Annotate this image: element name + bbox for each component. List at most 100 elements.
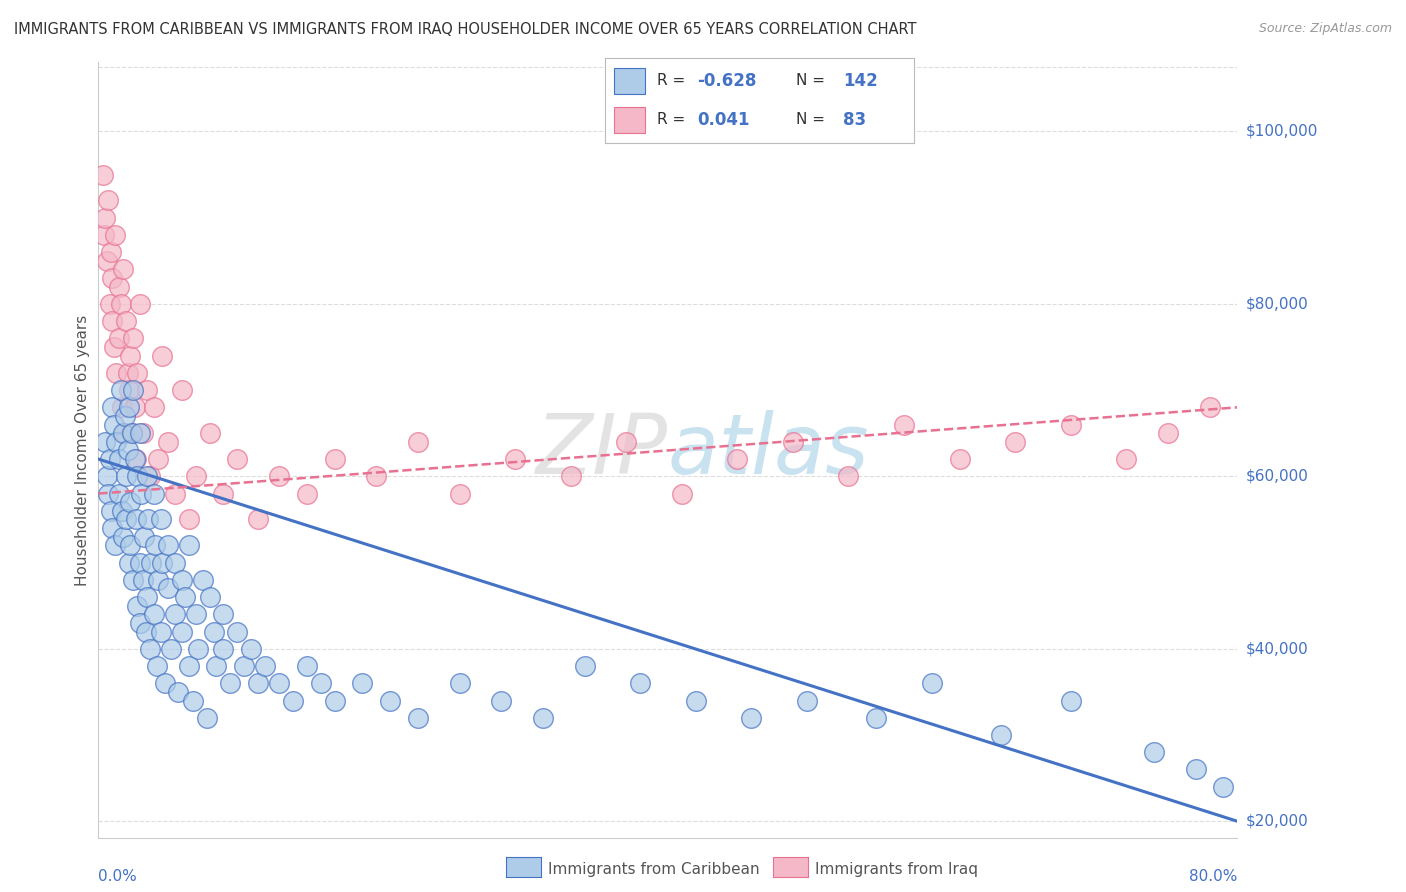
Point bbox=[121, 426, 143, 441]
Point bbox=[921, 676, 943, 690]
Text: 0.041: 0.041 bbox=[697, 111, 749, 128]
Point bbox=[163, 556, 186, 570]
Text: 83: 83 bbox=[842, 111, 866, 128]
Point bbox=[740, 711, 762, 725]
Text: ZIP: ZIP bbox=[536, 410, 668, 491]
Text: $80,000: $80,000 bbox=[1246, 296, 1309, 311]
Point bbox=[1143, 745, 1166, 759]
Text: Immigrants from Caribbean: Immigrants from Caribbean bbox=[548, 863, 761, 877]
Point bbox=[267, 469, 290, 483]
Point bbox=[226, 624, 249, 639]
Point bbox=[146, 452, 169, 467]
Point bbox=[195, 711, 218, 725]
Text: $20,000: $20,000 bbox=[1246, 814, 1309, 829]
Point bbox=[406, 434, 429, 449]
Point bbox=[198, 426, 221, 441]
Point bbox=[101, 314, 124, 328]
Point bbox=[122, 383, 145, 397]
Point bbox=[378, 693, 401, 707]
Point bbox=[145, 538, 167, 552]
Point bbox=[1198, 401, 1220, 415]
Point bbox=[125, 452, 148, 467]
Point bbox=[96, 253, 118, 268]
Point bbox=[115, 314, 138, 328]
Point bbox=[212, 641, 235, 656]
Point bbox=[110, 383, 132, 397]
Point bbox=[118, 401, 141, 415]
Point bbox=[295, 659, 318, 673]
Point bbox=[127, 469, 149, 483]
Point bbox=[212, 486, 235, 500]
Point bbox=[150, 349, 173, 363]
Point bbox=[893, 417, 915, 432]
Point bbox=[240, 641, 263, 656]
Point bbox=[118, 383, 141, 397]
Point bbox=[136, 469, 159, 483]
Point bbox=[121, 426, 143, 441]
Point bbox=[685, 693, 707, 707]
Point bbox=[323, 693, 346, 707]
Point bbox=[219, 676, 242, 690]
Point bbox=[489, 693, 512, 707]
Point bbox=[406, 711, 429, 725]
Point bbox=[198, 590, 221, 604]
Point bbox=[295, 486, 318, 500]
Point bbox=[129, 556, 152, 570]
Text: R =: R = bbox=[657, 73, 690, 88]
Point bbox=[112, 262, 135, 277]
FancyBboxPatch shape bbox=[614, 68, 645, 94]
Point bbox=[990, 728, 1012, 742]
Text: Immigrants from Iraq: Immigrants from Iraq bbox=[815, 863, 979, 877]
Point bbox=[159, 641, 181, 656]
Point bbox=[143, 607, 166, 622]
Point bbox=[149, 624, 172, 639]
Point bbox=[131, 486, 153, 500]
Point bbox=[101, 521, 124, 535]
Point bbox=[150, 556, 173, 570]
Point bbox=[1184, 763, 1206, 777]
Point bbox=[177, 659, 200, 673]
Point bbox=[156, 434, 179, 449]
Text: R =: R = bbox=[657, 112, 690, 128]
Text: atlas: atlas bbox=[668, 410, 869, 491]
Text: $40,000: $40,000 bbox=[1246, 641, 1309, 657]
Point bbox=[104, 227, 127, 242]
Point bbox=[226, 452, 249, 467]
Point bbox=[184, 607, 207, 622]
Point bbox=[97, 486, 120, 500]
Point bbox=[187, 641, 209, 656]
Point bbox=[129, 426, 152, 441]
Point bbox=[138, 512, 160, 526]
Point bbox=[948, 452, 970, 467]
Point bbox=[108, 331, 131, 345]
Text: N =: N = bbox=[796, 112, 830, 128]
Text: Source: ZipAtlas.com: Source: ZipAtlas.com bbox=[1258, 22, 1392, 36]
Point bbox=[796, 693, 818, 707]
Point bbox=[143, 401, 166, 415]
Point bbox=[145, 659, 167, 673]
Point bbox=[114, 409, 136, 423]
Text: 80.0%: 80.0% bbox=[1189, 869, 1237, 884]
Point bbox=[163, 486, 186, 500]
Point bbox=[132, 573, 155, 587]
Point bbox=[560, 469, 582, 483]
Point bbox=[247, 512, 270, 526]
Point bbox=[212, 607, 235, 622]
Text: $100,000: $100,000 bbox=[1246, 124, 1317, 139]
Point bbox=[449, 676, 471, 690]
Point bbox=[149, 512, 172, 526]
Point bbox=[170, 624, 193, 639]
Point bbox=[100, 245, 122, 260]
Point bbox=[117, 366, 139, 380]
Text: 0.0%: 0.0% bbox=[98, 869, 138, 884]
Point bbox=[101, 271, 124, 285]
Point bbox=[103, 340, 125, 354]
Point bbox=[574, 659, 596, 673]
Text: 142: 142 bbox=[842, 72, 877, 90]
Point bbox=[98, 452, 121, 467]
Point bbox=[449, 486, 471, 500]
Point bbox=[101, 401, 124, 415]
Point bbox=[173, 590, 195, 604]
Point bbox=[1157, 426, 1180, 441]
Point bbox=[129, 297, 152, 311]
